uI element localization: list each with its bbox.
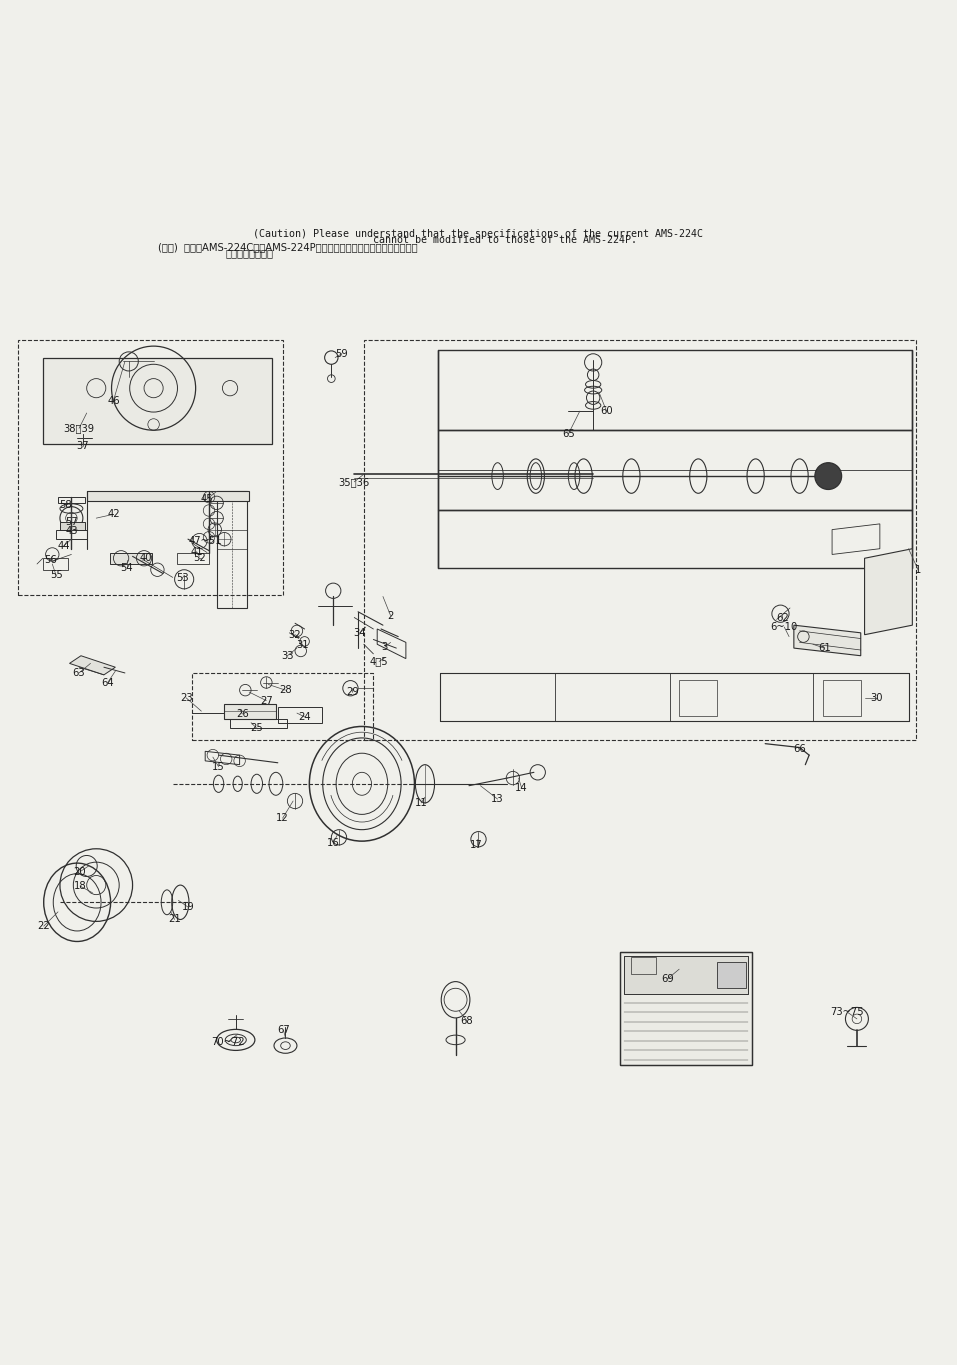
- Text: 70~72: 70~72: [211, 1037, 245, 1047]
- Text: 66: 66: [793, 744, 806, 755]
- Text: 65: 65: [562, 429, 575, 440]
- Text: 56: 56: [44, 556, 56, 565]
- Text: 14: 14: [515, 782, 528, 793]
- Text: 12: 12: [277, 814, 289, 823]
- Text: 3: 3: [382, 642, 388, 652]
- Text: 34: 34: [354, 628, 367, 637]
- Text: 25: 25: [251, 723, 263, 733]
- Bar: [624, 955, 748, 994]
- Text: 68: 68: [460, 1016, 474, 1025]
- Bar: [718, 961, 746, 988]
- Polygon shape: [70, 655, 116, 674]
- Polygon shape: [43, 358, 272, 444]
- Text: (注意)  現行のAMS-224CからAMS-224Pへ改造による仕様変更はできません。: (注意) 現行のAMS-224CからAMS-224Pへ改造による仕様変更はできま…: [158, 242, 418, 253]
- Text: 13: 13: [491, 794, 504, 804]
- Text: 60: 60: [600, 407, 612, 416]
- Text: 40: 40: [140, 553, 152, 564]
- Text: 33: 33: [281, 651, 294, 661]
- Text: 37: 37: [77, 441, 89, 450]
- Text: 30: 30: [870, 693, 882, 703]
- Bar: [624, 955, 748, 994]
- Text: 22: 22: [37, 921, 50, 931]
- Polygon shape: [864, 549, 912, 635]
- Text: 6~10: 6~10: [770, 622, 798, 632]
- Text: 58: 58: [59, 500, 72, 509]
- Text: 31: 31: [297, 640, 309, 650]
- Text: 32: 32: [289, 629, 301, 640]
- Text: 29: 29: [346, 687, 359, 698]
- Text: 46: 46: [107, 396, 120, 405]
- Bar: [632, 957, 657, 975]
- Polygon shape: [60, 521, 85, 530]
- Polygon shape: [110, 553, 151, 564]
- Polygon shape: [620, 951, 752, 1065]
- Polygon shape: [794, 625, 860, 655]
- Text: 62: 62: [776, 613, 789, 624]
- Circle shape: [814, 463, 841, 490]
- Text: 41: 41: [190, 546, 203, 557]
- Text: 55: 55: [50, 571, 62, 580]
- Text: 54: 54: [121, 562, 133, 573]
- Text: 28: 28: [279, 685, 292, 695]
- Text: 15: 15: [212, 762, 225, 771]
- Text: 21: 21: [168, 915, 181, 924]
- Polygon shape: [87, 491, 249, 501]
- Text: 43: 43: [65, 526, 78, 535]
- Text: 23: 23: [180, 693, 192, 703]
- Bar: [679, 680, 718, 717]
- Text: 16: 16: [327, 838, 340, 848]
- Text: 53: 53: [176, 573, 189, 583]
- Text: 47~51: 47~51: [189, 536, 222, 546]
- Text: 57: 57: [65, 517, 78, 527]
- Text: 27: 27: [260, 696, 273, 706]
- Text: 64: 64: [101, 677, 114, 688]
- Text: 44: 44: [57, 541, 70, 551]
- Text: 18: 18: [74, 880, 86, 891]
- Text: 19: 19: [182, 902, 194, 912]
- Text: 61: 61: [818, 643, 831, 652]
- Text: 17: 17: [470, 839, 483, 850]
- Text: 73~75: 73~75: [831, 1007, 864, 1017]
- Text: ご了承ください。: ご了承ください。: [225, 248, 274, 258]
- Text: 42: 42: [107, 509, 120, 519]
- Text: 69: 69: [661, 973, 674, 984]
- Text: 38・39: 38・39: [63, 423, 95, 433]
- Text: 1: 1: [915, 565, 922, 575]
- Text: 59: 59: [336, 349, 348, 359]
- Polygon shape: [224, 703, 276, 719]
- Text: 45: 45: [201, 494, 213, 504]
- Text: 67: 67: [278, 1025, 290, 1035]
- Text: 11: 11: [414, 799, 428, 808]
- Text: 26: 26: [236, 708, 249, 719]
- Text: 35・36: 35・36: [339, 476, 370, 487]
- Bar: [822, 680, 860, 717]
- Text: 24: 24: [299, 713, 311, 722]
- Text: 63: 63: [73, 667, 85, 678]
- Text: 20: 20: [74, 867, 86, 876]
- Text: cannot be modified to those of the AMS-224P.: cannot be modified to those of the AMS-2…: [320, 235, 637, 246]
- Text: 4・5: 4・5: [369, 657, 389, 666]
- Text: 2: 2: [388, 610, 393, 621]
- Text: (Caution) Please understand that the specifications of the current AMS-224C: (Caution) Please understand that the spe…: [254, 228, 703, 239]
- Text: 52: 52: [193, 553, 206, 564]
